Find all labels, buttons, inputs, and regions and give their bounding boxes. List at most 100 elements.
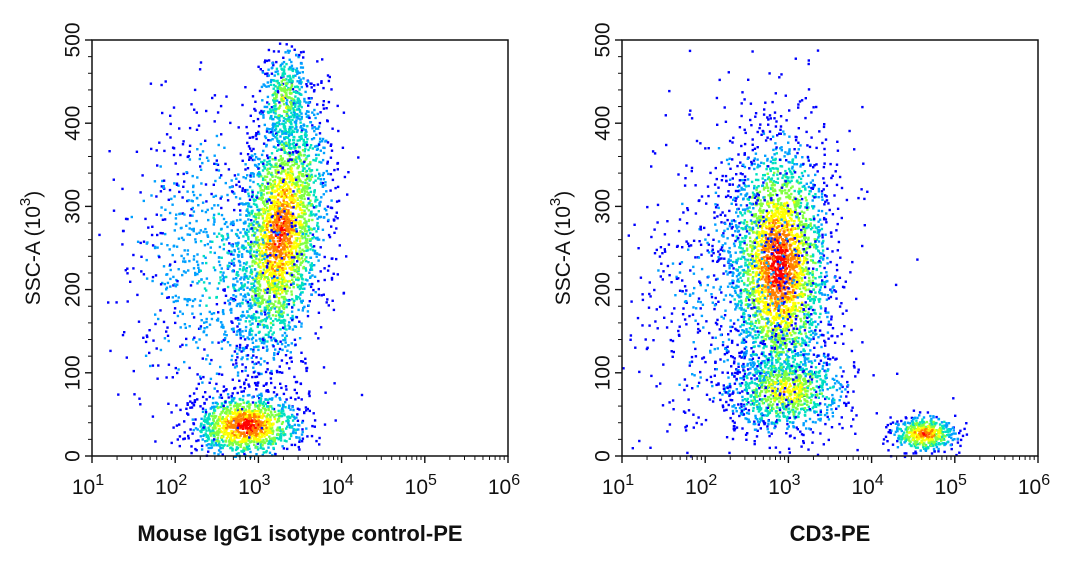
data-point [287, 128, 291, 131]
data-point [272, 63, 275, 67]
data-point [291, 87, 295, 91]
data-point [264, 210, 267, 213]
data-point [247, 218, 250, 221]
data-point [234, 196, 238, 199]
data-point [325, 213, 329, 216]
data-point [171, 376, 174, 379]
data-point [241, 398, 245, 402]
data-point [188, 233, 192, 236]
data-point [239, 419, 243, 423]
data-point [260, 275, 263, 278]
data-point [318, 160, 321, 164]
data-point [185, 407, 188, 410]
data-point [313, 108, 316, 112]
data-point [222, 421, 226, 424]
data-point [242, 235, 245, 238]
data-point [260, 194, 263, 197]
data-point [263, 231, 267, 234]
data-point [214, 179, 217, 183]
data-point [184, 326, 187, 329]
data-point [200, 182, 203, 185]
data-point [164, 80, 167, 83]
data-point [234, 401, 237, 404]
data-point [291, 125, 294, 129]
data-point [260, 208, 263, 211]
data-point [287, 109, 290, 112]
data-point [192, 316, 196, 319]
data-point [298, 320, 301, 323]
data-point [221, 440, 225, 443]
data-point [213, 405, 216, 409]
data-point [191, 174, 194, 178]
data-point [268, 413, 271, 417]
data-point [186, 300, 189, 303]
data-point [276, 176, 280, 179]
data-point [252, 202, 256, 206]
data-point [267, 68, 270, 71]
data-point [247, 230, 250, 233]
data-point [280, 269, 283, 272]
data-point [309, 264, 312, 267]
data-point [142, 240, 146, 243]
data-point [289, 188, 292, 191]
data-point [239, 218, 242, 222]
data-point [182, 257, 186, 260]
data-point [282, 200, 286, 204]
data-point [291, 118, 294, 122]
data-point [218, 419, 222, 423]
data-point [337, 129, 340, 133]
data-point [281, 278, 284, 282]
data-point [175, 245, 179, 248]
data-point [298, 110, 302, 114]
data-point [273, 278, 276, 282]
data-point [286, 418, 290, 421]
data-point [260, 430, 263, 434]
data-point [225, 95, 228, 98]
data-point [319, 200, 322, 204]
data-point [191, 200, 194, 203]
data-point [263, 274, 266, 278]
data-point [335, 200, 339, 203]
data-point [155, 149, 158, 152]
data-point [288, 262, 291, 265]
data-point [290, 360, 293, 363]
data-point [212, 412, 216, 415]
data-point [220, 411, 223, 414]
data-point [311, 282, 314, 286]
data-point [214, 401, 217, 404]
data-point [295, 101, 299, 104]
data-point [239, 202, 242, 205]
data-point [270, 369, 273, 373]
data-point [181, 196, 184, 199]
data-point [268, 289, 271, 292]
data-point [289, 146, 292, 150]
data-point [256, 384, 259, 387]
data-point [161, 281, 164, 285]
data-point [186, 402, 189, 405]
data-point [300, 277, 304, 280]
data-point [292, 229, 295, 232]
data-point [252, 175, 255, 178]
data-point [230, 442, 234, 445]
data-point [253, 292, 257, 295]
data-point [244, 423, 247, 426]
data-point [298, 71, 301, 74]
data-point [257, 258, 261, 261]
data-point [299, 208, 302, 212]
data-point [293, 256, 296, 259]
data-point [219, 413, 222, 416]
data-point [254, 134, 258, 137]
data-point [284, 180, 288, 184]
data-point [288, 219, 291, 222]
data-point [186, 403, 189, 406]
data-point [255, 453, 258, 456]
data-point [277, 130, 280, 133]
data-point [305, 367, 308, 370]
data-point [300, 154, 303, 157]
data-point [308, 214, 311, 217]
data-point [285, 398, 288, 401]
data-point [151, 275, 155, 279]
data-point [242, 449, 246, 452]
data-point [293, 85, 297, 89]
data-point [259, 270, 262, 273]
